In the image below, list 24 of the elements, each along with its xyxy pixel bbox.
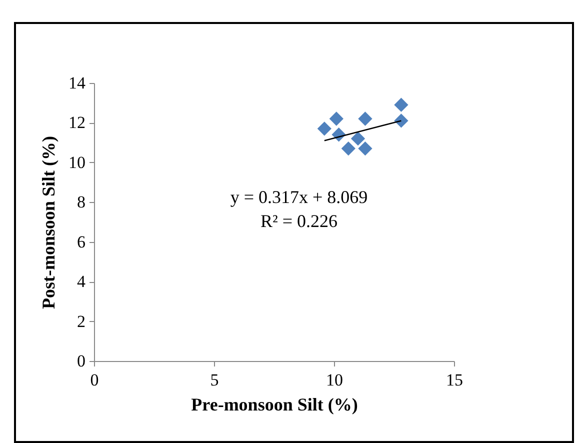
y-axis-title: Post-monsoon Silt (%): [38, 136, 58, 310]
point: [350, 132, 366, 146]
annotation: y = 0.317x + 8.069: [230, 187, 368, 207]
y-tick-label: 12: [68, 113, 86, 132]
y-tick-label: 2: [77, 312, 86, 331]
y-tick-label: 4: [77, 272, 86, 292]
point: [394, 114, 408, 128]
y-tick-label: 10: [68, 152, 86, 172]
point: [394, 98, 408, 112]
point: [341, 141, 356, 156]
point: [358, 141, 372, 156]
x-tick-label: 5: [210, 370, 219, 390]
x-tick-label: 0: [90, 370, 99, 390]
x-axis-title: Pre-monsoon Silt (%): [191, 394, 358, 414]
point: [317, 122, 332, 136]
point: [329, 112, 344, 126]
annotation: R² = 0.226: [260, 211, 338, 231]
y-tick-label: 0: [77, 352, 86, 370]
x-tick-label: 15: [446, 370, 463, 390]
y-tick-label: 6: [77, 232, 86, 252]
y-tick-label: 8: [77, 192, 86, 212]
point: [358, 112, 372, 126]
x-tick-label: 10: [326, 370, 343, 390]
y-tick-label: 14: [68, 74, 86, 92]
